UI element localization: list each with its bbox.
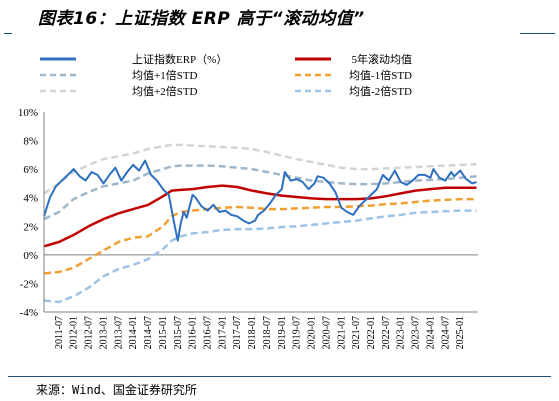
legend-label-minus1: 均值-1倍STD bbox=[349, 68, 412, 82]
series-line-plus2 bbox=[43, 143, 477, 195]
x-tick-label: 2024-01 bbox=[425, 316, 436, 349]
x-tick-label: 2015-07 bbox=[173, 316, 184, 349]
x-tick-label: 2020-01 bbox=[307, 316, 318, 349]
x-tick-label: 2018-01 bbox=[247, 316, 258, 349]
x-tick-label: 2012-07 bbox=[84, 316, 95, 349]
x-tick-label: 2025-01 bbox=[455, 316, 466, 349]
y-axis: 10% 8% 6% 4% 2% 0% -2% -4% bbox=[18, 107, 45, 319]
series-line-plus1 bbox=[43, 164, 477, 221]
legend-label-erp: 上证指数ERP（%） bbox=[132, 52, 227, 66]
y-tick-label: -2% bbox=[20, 278, 38, 290]
y-tick-label: -4% bbox=[20, 307, 38, 319]
title-rule-right bbox=[520, 33, 555, 34]
y-tick-label: 10% bbox=[18, 107, 38, 119]
legend-label-mean: 5年滚动均值 bbox=[352, 52, 413, 66]
x-tick-label: 2022-01 bbox=[366, 316, 377, 349]
legend-label-plus2: 均值+2倍STD bbox=[132, 84, 198, 98]
x-tick-label: 2013-07 bbox=[113, 316, 124, 349]
chart-title: 图表16：上证指数 ERP 高于“滚动均值” bbox=[38, 9, 365, 29]
chart-series bbox=[43, 143, 477, 304]
x-tick-label: 2021-01 bbox=[336, 316, 347, 349]
x-tick-label: 2023-07 bbox=[411, 316, 422, 349]
x-tick-label: 2016-01 bbox=[188, 316, 199, 349]
y-tick-label: 2% bbox=[23, 221, 38, 233]
x-axis: 2011-07 2012-01 2012-07 2013-01 2013-07 2014-… bbox=[44, 311, 478, 349]
title-rule-left bbox=[4, 33, 12, 34]
y-tick-label: 4% bbox=[23, 193, 38, 205]
y-tick-label: 8% bbox=[23, 136, 38, 148]
x-tick-label: 2017-07 bbox=[232, 316, 243, 349]
x-tick-label: 2015-01 bbox=[158, 316, 169, 349]
y-tick-label: 6% bbox=[23, 164, 38, 176]
x-tick-label: 2019-07 bbox=[292, 316, 303, 349]
x-tick-label: 2022-07 bbox=[381, 316, 392, 349]
legend-label-plus1: 均值+1倍STD bbox=[132, 68, 198, 82]
x-tick-label: 2016-07 bbox=[202, 316, 213, 349]
footer-rule bbox=[8, 376, 551, 377]
x-tick-label: 2013-01 bbox=[98, 316, 109, 349]
series-line-mean bbox=[43, 184, 477, 248]
series-line-minus1 bbox=[43, 197, 477, 275]
x-tick-label: 2021-07 bbox=[351, 316, 362, 349]
legend-label-minus2: 均值-2倍STD bbox=[349, 84, 412, 98]
x-tick-label: 2017-01 bbox=[217, 316, 228, 349]
x-tick-label: 2020-07 bbox=[321, 316, 332, 349]
y-tick-label: 0% bbox=[23, 250, 38, 262]
x-tick-label: 2024-07 bbox=[440, 316, 451, 349]
series-line-erp bbox=[43, 159, 477, 242]
x-tick-label: 2014-01 bbox=[128, 316, 139, 349]
x-tick-label: 2023-01 bbox=[396, 316, 407, 349]
source-note: 来源：Wind、国金证券研究所 bbox=[36, 383, 197, 397]
x-tick-label: 2011-07 bbox=[54, 316, 65, 349]
x-tick-label: 2019-01 bbox=[277, 316, 288, 349]
x-tick-label: 2014-07 bbox=[143, 316, 154, 349]
x-tick-label: 2018-07 bbox=[262, 316, 273, 349]
series-line-minus2 bbox=[43, 209, 477, 304]
x-tick-label: 2012-01 bbox=[69, 316, 80, 349]
